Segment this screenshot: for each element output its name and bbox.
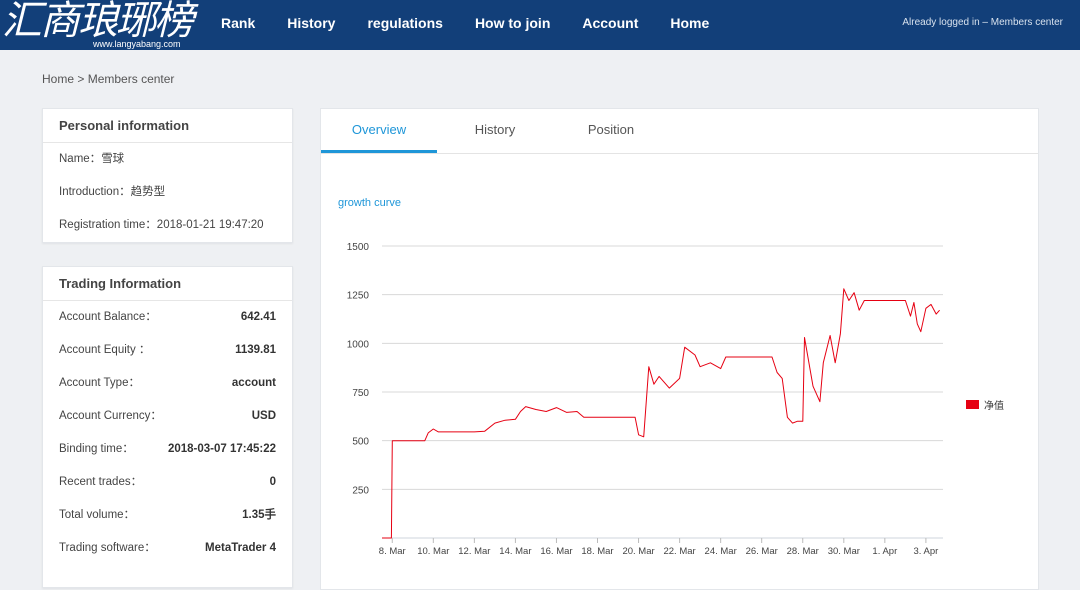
registration-row: Registration time： 2018-01-21 19:47:20 xyxy=(43,209,292,242)
nav-rank[interactable]: Rank xyxy=(221,15,256,31)
top-navigation-bar: 汇商琅琊榜 www.langyabang.com Rank History re… xyxy=(0,0,1080,50)
account-balance-row: Account Balance： 642.41 xyxy=(43,301,292,334)
nav-account[interactable]: Account xyxy=(582,15,639,31)
account-currency-value: USD xyxy=(251,410,276,422)
x-tick-label: 24. Mar xyxy=(705,546,737,557)
trading-software-value: MetaTrader 4 xyxy=(205,542,276,554)
site-logo[interactable]: 汇商琅琊榜 www.langyabang.com xyxy=(0,0,195,50)
y-tick-label: 500 xyxy=(352,437,369,448)
growth-chart: 250 500 750 1000 1250 1500 8. Mar 10. Mar 12. Ma… xyxy=(347,242,943,557)
nav-home[interactable]: Home xyxy=(670,15,710,31)
account-currency-row: Account Currency： USD xyxy=(43,400,292,433)
account-equity-value: 1139.81 xyxy=(235,344,276,356)
x-tick-label: 30. Mar xyxy=(828,546,860,557)
account-currency-label: Account Currency： xyxy=(59,410,162,422)
account-equity-row: Account Equity ： 1139.81 xyxy=(43,334,292,367)
y-tick-label: 1500 xyxy=(347,242,370,253)
introduction-value: 趋势型 xyxy=(130,186,166,198)
nav-regulations[interactable]: regulations xyxy=(367,15,443,31)
x-tick-label: 28. Mar xyxy=(787,546,819,557)
trading-info-card: Trading Information Account Balance： 642… xyxy=(42,266,293,588)
recent-trades-value: 0 xyxy=(269,476,276,488)
y-tick-label: 750 xyxy=(352,388,369,399)
account-balance-label: Account Balance： xyxy=(59,311,157,323)
x-tick-label: 8. Mar xyxy=(379,546,406,557)
recent-trades-row: Recent trades： 0 xyxy=(43,466,292,499)
x-tick-label: 18. Mar xyxy=(581,546,613,557)
total-volume-row: Total volume： 1.35手 xyxy=(43,499,292,532)
name-row: Name： 雪球 xyxy=(43,143,292,176)
x-tick-label: 12. Mar xyxy=(458,546,490,557)
tab-bar: Overview History Position xyxy=(321,109,1038,154)
breadcrumb-home[interactable]: Home xyxy=(42,72,75,86)
x-tick-label: 10. Mar xyxy=(417,546,449,557)
account-type-label: Account Type： xyxy=(59,377,140,389)
personal-info-card: Personal information Name： 雪球 Introducti… xyxy=(42,108,293,243)
trading-info-title: Trading Information xyxy=(43,267,292,301)
trading-software-label: Trading software： xyxy=(59,542,156,554)
trading-software-row: Trading software： MetaTrader 4 xyxy=(43,532,292,565)
total-volume-label: Total volume： xyxy=(59,509,136,521)
y-tick-label: 1250 xyxy=(347,291,370,302)
introduction-label: Introduction： xyxy=(59,186,131,198)
x-tick-label: 20. Mar xyxy=(622,546,654,557)
registration-value: 2018-01-21 19:47:20 xyxy=(156,219,264,231)
breadcrumb: Home > Members center xyxy=(42,72,174,86)
legend-swatch xyxy=(966,400,979,409)
binding-time-row: Binding time： 2018-03-07 17:45:22 xyxy=(43,433,292,466)
legend-label: 净值 xyxy=(984,401,1004,412)
nav-history[interactable]: History xyxy=(287,15,336,31)
x-tick-label: 22. Mar xyxy=(663,546,695,557)
name-label: Name： xyxy=(59,153,102,165)
binding-time-value: 2018-03-07 17:45:22 xyxy=(167,443,276,455)
total-volume-value: 1.35手 xyxy=(242,509,276,521)
tab-position[interactable]: Position xyxy=(587,122,635,137)
chart-legend[interactable]: 净值 xyxy=(966,397,1004,412)
tab-history[interactable]: History xyxy=(474,122,516,137)
nav-how-to-join[interactable]: How to join xyxy=(474,15,551,31)
x-tick-label: 26. Mar xyxy=(746,546,778,557)
breadcrumb-separator: > xyxy=(77,72,85,86)
account-type-value: account xyxy=(231,377,276,389)
x-tick-label: 3. Apr xyxy=(913,546,938,557)
chart-title: growth curve xyxy=(338,197,401,209)
binding-time-label: Binding time： xyxy=(59,443,134,455)
logo-text: 汇商琅琊榜 xyxy=(2,0,194,44)
introduction-row: Introduction： 趋势型 xyxy=(43,176,292,209)
x-tick-label: 14. Mar xyxy=(499,546,531,557)
x-tick-label: 16. Mar xyxy=(540,546,572,557)
personal-info-title: Personal information xyxy=(43,109,292,143)
login-status[interactable]: Already logged in – Members center xyxy=(902,17,1063,28)
y-tick-label: 1000 xyxy=(347,339,370,350)
recent-trades-label: Recent trades： xyxy=(59,476,143,488)
main-nav: Rank History regulations How to join Acc… xyxy=(205,0,725,50)
account-type-row: Account Type： account xyxy=(43,367,292,400)
registration-label: Registration time： xyxy=(59,219,157,231)
x-tick-label: 1. Apr xyxy=(872,546,897,557)
series-line-0 xyxy=(382,288,940,539)
name-value: 雪球 xyxy=(101,153,125,165)
tab-overview[interactable]: Overview xyxy=(321,109,437,153)
breadcrumb-current: Members center xyxy=(87,72,175,86)
y-tick-label: 250 xyxy=(352,485,369,496)
account-balance-value: 642.41 xyxy=(240,311,276,323)
logo-url: www.langyabang.com xyxy=(93,39,181,49)
overview-panel: Overview History Position 250 500 750 1000 1… xyxy=(320,108,1039,590)
account-equity-label: Account Equity ： xyxy=(59,344,151,356)
